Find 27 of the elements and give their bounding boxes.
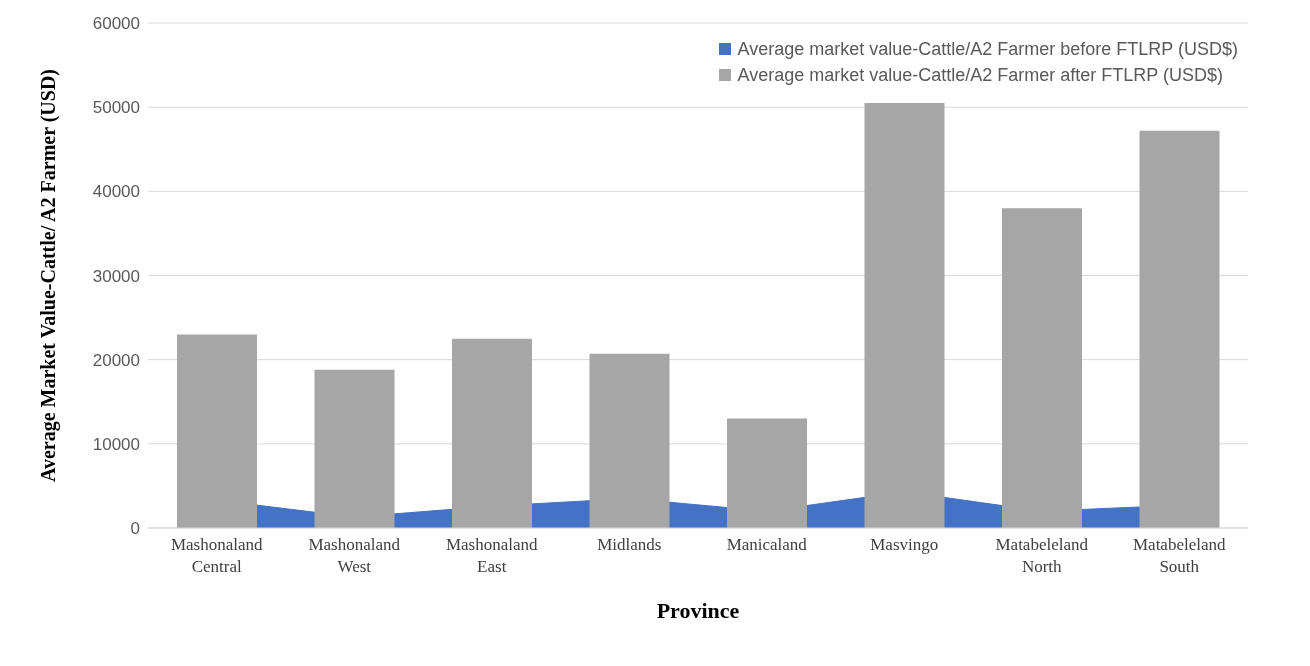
y-tick-label: 0 (130, 519, 140, 539)
legend-label: Average market value-Cattle/A2 Farmer before FTLRP (USD$) (737, 38, 1238, 61)
bar (314, 369, 395, 528)
x-tick-label: Manicaland (726, 535, 808, 554)
y-tick-label: 50000 (92, 98, 140, 118)
bar (1139, 130, 1220, 528)
x-tick-label: Matabeleland South (1132, 535, 1226, 576)
y-tick-label: 40000 (92, 182, 140, 202)
y-tick-label: 60000 (92, 14, 140, 34)
bar (1002, 208, 1082, 528)
x-tick-label: Matabeleland North (995, 535, 1089, 576)
y-axis-title: Average Market Value-Cattle/ A2 Farmer (USD) (37, 68, 61, 483)
x-tick-label: Masvingo (870, 535, 939, 554)
x-tick-label: Mashonaland West (308, 535, 401, 576)
bar (864, 102, 945, 528)
y-tick-label: 10000 (92, 434, 140, 454)
y-tick-label: 30000 (92, 266, 140, 286)
x-tick-label: Mashonaland Central (170, 535, 264, 576)
bar (589, 353, 670, 528)
bar (177, 334, 257, 528)
x-tick-label: Mashonaland East (445, 535, 539, 576)
bar (452, 338, 532, 528)
bar (727, 418, 807, 528)
x-tick-label: Midlands (597, 535, 662, 554)
y-tick-label: 20000 (92, 350, 140, 370)
legend-label: Average market value-Cattle/A2 Farmer after FTLRP (USD$) (737, 64, 1223, 87)
x-axis-title: Province (656, 598, 740, 623)
